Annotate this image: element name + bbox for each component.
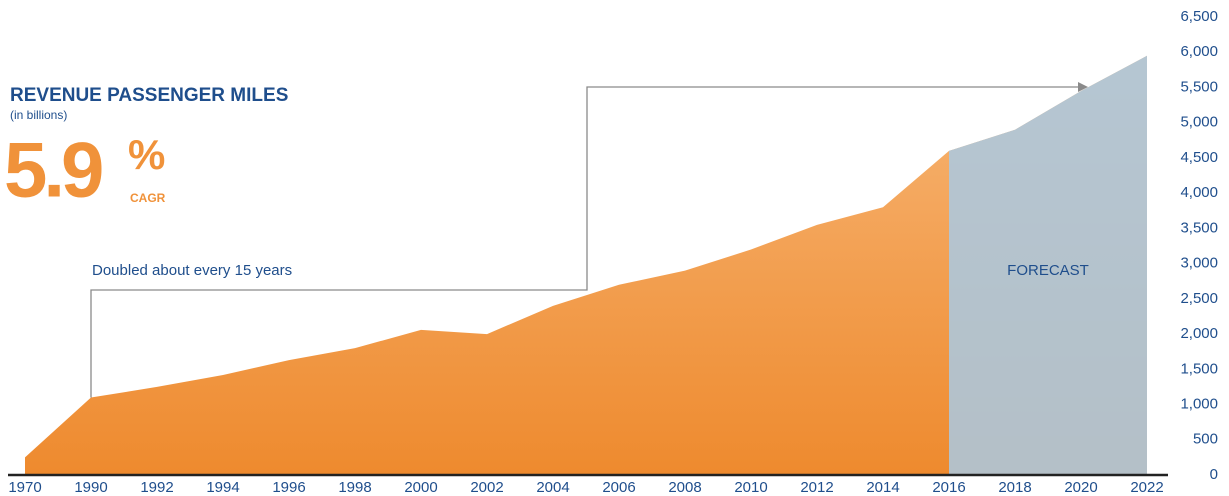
x-tick-label: 2008 bbox=[668, 479, 701, 496]
x-tick-label: 1994 bbox=[206, 479, 239, 496]
y-tick-label: 5,500 bbox=[1180, 78, 1218, 95]
y-tick-label: 1,000 bbox=[1180, 396, 1218, 413]
x-tick-label: 2010 bbox=[734, 479, 767, 496]
y-tick-label: 2,000 bbox=[1180, 325, 1218, 342]
x-tick-label: 1990 bbox=[74, 479, 107, 496]
forecast-region bbox=[949, 55, 1147, 475]
y-tick-label: 2,500 bbox=[1180, 290, 1218, 307]
annotation: Doubled about every 15 years bbox=[92, 262, 292, 279]
y-tick-label: 6,500 bbox=[1180, 8, 1218, 25]
x-tick-label: 1998 bbox=[338, 479, 371, 496]
y-tick-label: 4,000 bbox=[1180, 184, 1218, 201]
forecast-label: FORECAST bbox=[1007, 262, 1089, 279]
x-tick-label: 2016 bbox=[932, 479, 965, 496]
x-tick-label: 1992 bbox=[140, 479, 173, 496]
x-tick-label: 2000 bbox=[404, 479, 437, 496]
chart-subtitle: (in billions) bbox=[10, 108, 67, 122]
y-tick-label: 5,000 bbox=[1180, 114, 1218, 131]
y-tick-label: 4,500 bbox=[1180, 149, 1218, 166]
arrow-head bbox=[1078, 82, 1088, 92]
x-tick-label: 2002 bbox=[470, 479, 503, 496]
area bbox=[25, 55, 1147, 475]
x-tick-label: 2014 bbox=[866, 479, 899, 496]
headline-value: 5.9 bbox=[4, 126, 102, 214]
x-tick-label: 2012 bbox=[800, 479, 833, 496]
chart-title: REVENUE PASSENGER MILES bbox=[10, 85, 288, 106]
x-tick-label: 1996 bbox=[272, 479, 305, 496]
y-tick-label: 3,500 bbox=[1180, 219, 1218, 236]
annotation-arrow bbox=[90, 86, 1080, 398]
y-tick-label: 6,000 bbox=[1180, 43, 1218, 60]
x-tick-label: 2020 bbox=[1064, 479, 1097, 496]
x-tick-label: 2022 bbox=[1130, 479, 1163, 496]
y-tick-label: 500 bbox=[1193, 431, 1218, 448]
x-tick-label: 1970 bbox=[8, 479, 41, 496]
y-tick-label: 1,500 bbox=[1180, 360, 1218, 377]
headline-unit: % bbox=[128, 131, 165, 178]
x-tick-label: 2018 bbox=[998, 479, 1031, 496]
y-tick-label: 3,000 bbox=[1180, 255, 1218, 272]
headline-caption: CAGR bbox=[130, 191, 166, 205]
y-tick-label: 0 bbox=[1210, 466, 1218, 483]
x-tick-label: 2004 bbox=[536, 479, 569, 496]
x-tick-label: 2006 bbox=[602, 479, 635, 496]
